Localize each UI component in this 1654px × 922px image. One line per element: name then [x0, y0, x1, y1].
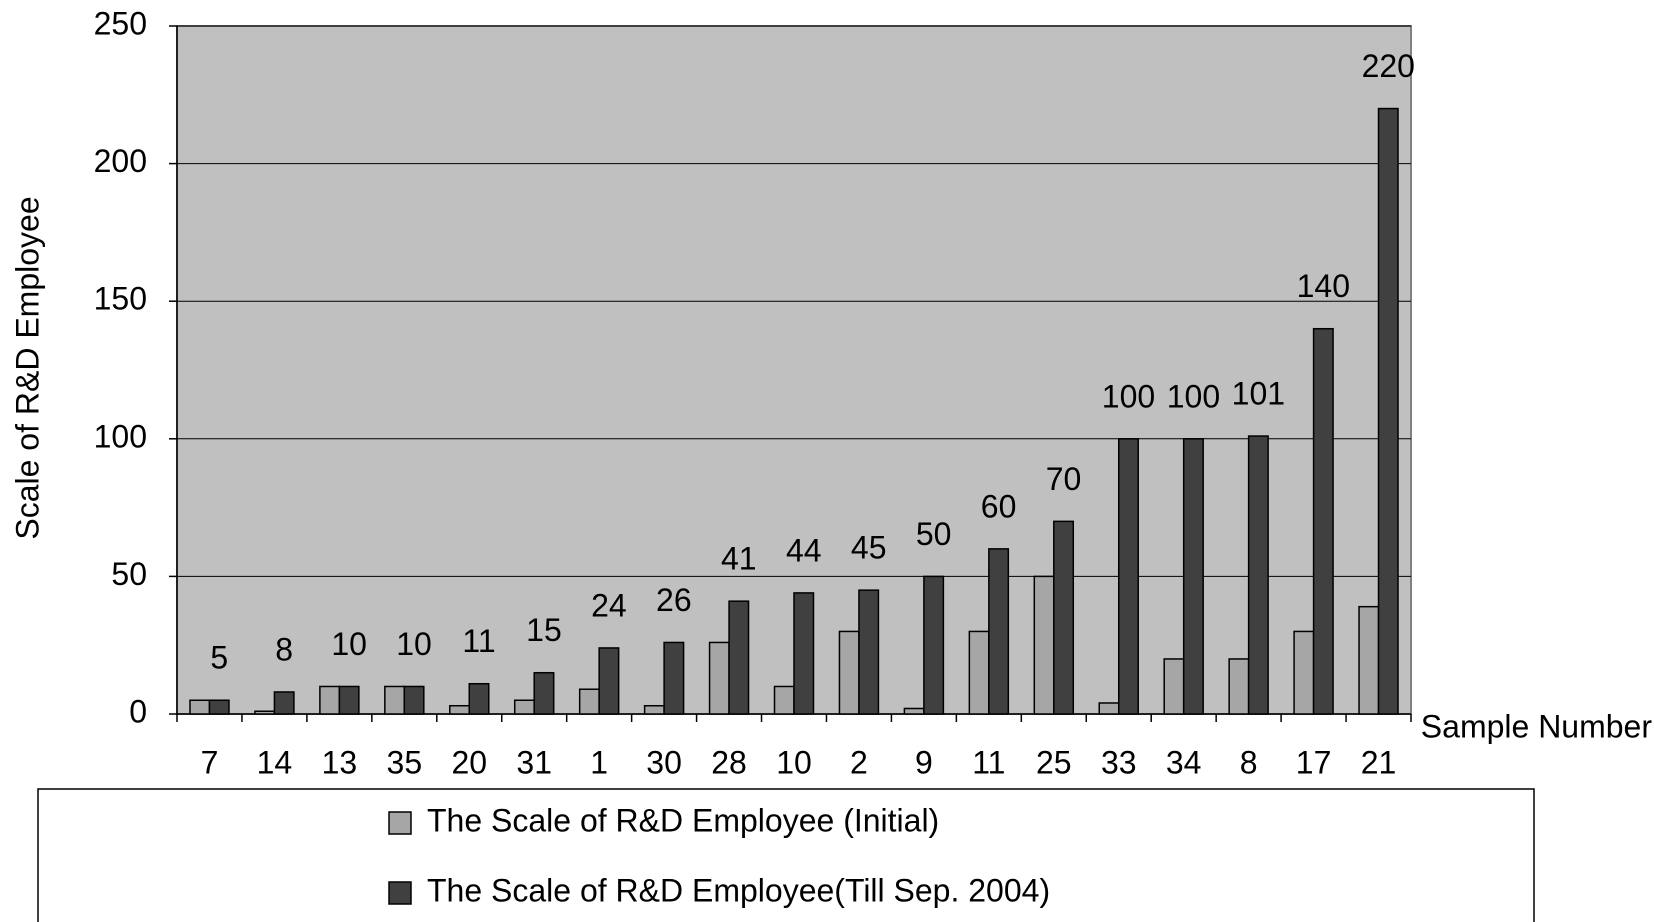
x-tick-label: 13 [322, 744, 358, 780]
data-label: 44 [786, 532, 822, 568]
x-tick-label: 35 [387, 744, 423, 780]
data-label: 10 [331, 626, 367, 662]
bar [578, 688, 600, 715]
data-label: 60 [981, 488, 1017, 524]
x-tick-label: 20 [451, 744, 487, 780]
bar [1163, 658, 1185, 715]
bar [1098, 702, 1120, 715]
bar [273, 691, 295, 715]
data-label: 41 [721, 541, 757, 577]
legend-marker [388, 881, 412, 905]
bar [1228, 658, 1250, 715]
bar [663, 641, 685, 715]
bar [189, 699, 211, 715]
bar [1033, 575, 1055, 715]
bar [643, 704, 665, 715]
x-tick-label: 34 [1166, 744, 1202, 780]
data-label: 101 [1232, 376, 1285, 412]
x-tick-label: 1 [590, 744, 608, 780]
x-tick-label: 25 [1036, 744, 1072, 780]
bar [1312, 327, 1334, 715]
bar [449, 704, 471, 715]
data-label: 50 [916, 516, 952, 552]
bar [533, 671, 555, 715]
bar [1293, 630, 1315, 715]
bar [708, 641, 730, 715]
y-tick-label: 50 [111, 556, 147, 592]
data-label: 140 [1297, 268, 1350, 304]
data-label: 5 [210, 640, 228, 676]
bar [384, 685, 406, 715]
y-tick-label: 0 [129, 693, 147, 729]
legend-box [37, 788, 1535, 922]
bar [838, 630, 860, 715]
bar [208, 699, 230, 715]
x-tick-label: 7 [201, 744, 219, 780]
bar [1053, 520, 1075, 715]
y-tick-label: 250 [94, 5, 147, 41]
x-axis-label: Sample Number [1421, 708, 1653, 744]
data-label: 10 [396, 626, 432, 662]
data-label: 8 [275, 631, 293, 667]
bar [923, 575, 945, 715]
data-label: 70 [1046, 461, 1082, 497]
legend-label: The Scale of R&D Employee (Initial) [427, 802, 939, 838]
data-label: 11 [462, 623, 495, 659]
bar [968, 630, 990, 715]
x-tick-label: 2 [850, 744, 868, 780]
bar [1358, 605, 1380, 715]
x-tick-label: 8 [1240, 744, 1258, 780]
bar [338, 685, 360, 715]
bar [403, 685, 425, 715]
bar [858, 589, 880, 715]
bar [598, 647, 620, 715]
data-label: 15 [526, 612, 562, 648]
bar [1117, 438, 1139, 715]
y-tick-label: 200 [94, 143, 147, 179]
x-tick-label: 10 [776, 744, 812, 780]
data-label: 100 [1167, 378, 1220, 414]
data-label: 24 [591, 587, 627, 623]
bar [1377, 107, 1399, 715]
bar [988, 548, 1010, 715]
bar [1182, 438, 1204, 715]
y-tick-label: 150 [94, 281, 147, 317]
bar [773, 685, 795, 715]
bar [513, 699, 535, 715]
bar [903, 707, 925, 715]
x-tick-label: 17 [1296, 744, 1332, 780]
bar [254, 710, 276, 715]
legend-label: The Scale of R&D Employee(Till Sep. 2004… [427, 872, 1050, 908]
x-tick-label: 21 [1361, 744, 1397, 780]
y-axis-label: Scale of R&D Employee [9, 196, 45, 539]
bar [1247, 435, 1269, 715]
x-tick-label: 28 [711, 744, 747, 780]
data-label: 26 [656, 582, 692, 618]
bar [319, 685, 341, 715]
bar [793, 592, 815, 715]
x-tick-label: 11 [972, 744, 1005, 780]
x-tick-label: 9 [915, 744, 933, 780]
data-label: 220 [1362, 48, 1415, 84]
y-tick-label: 100 [94, 418, 147, 454]
x-tick-label: 14 [257, 744, 293, 780]
x-tick-label: 31 [516, 744, 552, 780]
x-tick-label: 33 [1101, 744, 1137, 780]
data-label: 100 [1102, 378, 1155, 414]
legend-marker [388, 811, 412, 835]
bar [468, 682, 490, 715]
x-tick-label: 30 [646, 744, 682, 780]
data-label: 45 [851, 530, 887, 566]
bar [728, 600, 750, 715]
